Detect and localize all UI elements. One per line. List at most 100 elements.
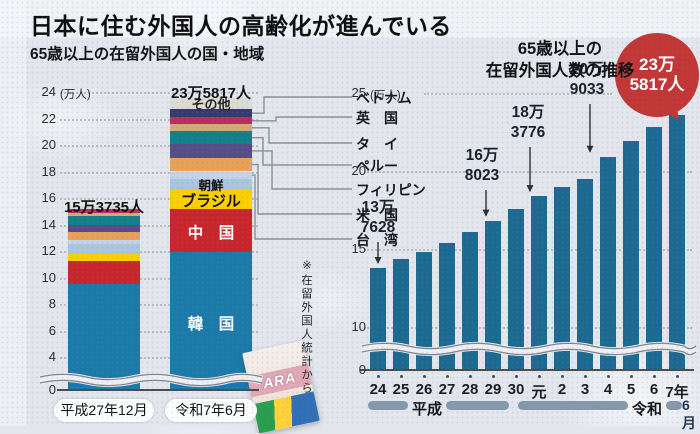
right-y-tick-20: 20 xyxy=(351,162,366,178)
annotation-7-line1: 18万 xyxy=(511,104,545,121)
in-bar-label-朝鮮: 朝鮮 xyxy=(198,179,224,194)
callout-line-タイ xyxy=(252,127,352,144)
in-bar-label-ブラジル: ブラジル xyxy=(181,193,241,211)
axis-break-band xyxy=(361,341,699,357)
right-y-tick-15: 15 xyxy=(351,240,366,256)
left-y-tick-22: 22 xyxy=(41,110,56,126)
left-gridline-24 xyxy=(60,92,258,94)
right-gridline-20 xyxy=(364,170,692,173)
era-label-heisei: 平成 xyxy=(411,401,442,418)
annotation-10-line1: 20万 xyxy=(570,61,604,78)
right-chart-title-line1: 65歳以上の xyxy=(517,40,603,58)
segment-その他-bar2 xyxy=(170,97,252,110)
trend-bar-30 xyxy=(508,208,524,370)
x-tick-dot-4 xyxy=(468,375,472,378)
annotation-arrowhead-0 xyxy=(374,256,382,264)
x-tick-dot-9 xyxy=(583,375,587,378)
segment-英国-bar1 xyxy=(68,208,140,213)
segment-台湾-bar2 xyxy=(170,171,252,179)
trend-bar-25 xyxy=(393,258,409,370)
x-tick-dot-12 xyxy=(652,375,656,378)
annotation-0-line1: 13万 xyxy=(361,199,395,216)
segment-タイ-bar2 xyxy=(170,124,252,132)
left-y-tick-20: 20 xyxy=(41,137,56,152)
x-tick-dot-1 xyxy=(399,375,403,378)
left-gridline-10 xyxy=(60,277,258,280)
left-x-axis xyxy=(57,389,259,391)
right-x-axis xyxy=(360,369,694,371)
segment-中国-bar2 xyxy=(170,208,252,253)
x-tick-dot-2 xyxy=(422,375,426,378)
annotation-arrowhead-7 xyxy=(526,185,534,193)
era-label-reiwa: 令和 xyxy=(631,401,662,418)
right-x-label-29: 29 xyxy=(484,381,502,398)
left-gridline-4 xyxy=(60,357,258,359)
axis-break-band xyxy=(39,372,264,388)
annotation-arrowhead-5 xyxy=(482,209,490,217)
segment-タイ-bar1 xyxy=(68,212,140,216)
segment-台湾-bar1 xyxy=(68,239,140,244)
right-x-label-25: 25 xyxy=(392,381,410,398)
axis-break-line-top xyxy=(39,373,263,381)
source-footnote: ※在留外国人統計から xyxy=(300,258,312,396)
callout-label-英国: 英 国 xyxy=(356,110,398,126)
left-chart-title: 65歳以上の在留外国人の国・地域 xyxy=(30,46,265,63)
right-x-label-3: 3 xyxy=(580,381,590,398)
trend-bar-4 xyxy=(600,156,616,370)
segment-ペルー-bar1 xyxy=(68,215,140,226)
segment-中国-bar1 xyxy=(68,260,140,285)
axis-break-line-bottom xyxy=(361,348,697,356)
era-bar-heisei-left xyxy=(368,401,408,410)
right-y-tick-10: 10 xyxy=(351,318,366,334)
trend-bar-2 xyxy=(554,187,570,370)
month-label: 6月 xyxy=(682,397,696,431)
right-x-label-26: 26 xyxy=(415,381,433,398)
left-gridline-22 xyxy=(60,118,258,121)
x-tick-dot-6 xyxy=(514,375,518,378)
right-chart-title: 65歳以上の 在留外国人数の推移 xyxy=(436,38,684,82)
segment-ベトナム-bar2 xyxy=(170,109,252,118)
left-y-tick-16: 16 xyxy=(41,190,56,205)
right-x-label-30: 30 xyxy=(507,381,525,398)
left-y-tick-14: 14 xyxy=(41,216,56,232)
latest-value-badge: 23万 5817人 xyxy=(615,33,699,117)
annotation-arrowhead-10 xyxy=(586,145,594,153)
segment-米国-bar2 xyxy=(170,157,252,172)
left-y-tick-0: 0 xyxy=(48,382,56,397)
left-gridline-14 xyxy=(60,224,258,227)
right-x-label-7年: 7年 xyxy=(665,384,689,401)
left-gridline-20 xyxy=(60,145,258,147)
left-bar2-category-pill: 令和7年6月 xyxy=(165,399,257,422)
left-y-tick-12: 12 xyxy=(41,243,56,258)
right-x-label-5: 5 xyxy=(626,381,636,398)
callout-line-英国 xyxy=(252,116,352,122)
left-gridline-18 xyxy=(60,171,258,174)
annotation-5-line1: 16万 xyxy=(465,147,499,164)
callout-label-台湾: 台 湾 xyxy=(356,232,398,248)
badge-line1: 23万 xyxy=(639,55,675,74)
trend-bar-28 xyxy=(462,231,478,370)
callout-line-フィリピン xyxy=(252,150,352,190)
annotation-10-line2: 9033 xyxy=(569,81,605,98)
trend-bar-6 xyxy=(646,127,662,370)
x-tick-dot-13 xyxy=(675,375,679,378)
segment-フィリピン-bar2 xyxy=(170,144,252,158)
callout-line-ベトナム xyxy=(252,96,352,114)
left-y-tick-4: 4 xyxy=(48,349,56,364)
left-gridline-12 xyxy=(60,251,258,253)
callout-label-ペルー: ペルー xyxy=(356,158,398,174)
trend-bar-29 xyxy=(485,220,501,370)
annotation-7-line2: 3776 xyxy=(510,124,546,141)
segment-フィリピン-bar1 xyxy=(68,225,140,233)
segment-その他-bar1 xyxy=(68,206,140,209)
segment-朝鮮-bar1 xyxy=(68,243,140,255)
left-y-tick-6: 6 xyxy=(48,322,56,338)
in-bar-label-その他: その他 xyxy=(191,97,231,113)
left-y-tick-24: 24 xyxy=(41,84,56,99)
page-title: 日本に住む外国人の高齢化が進んでいる xyxy=(30,13,452,39)
callout-line-米国 xyxy=(252,163,352,215)
trend-bar-26 xyxy=(416,251,432,370)
segment-ブラジル-bar1 xyxy=(68,254,140,261)
right-x-label-24: 24 xyxy=(369,381,387,398)
era-bar-reiwa-right xyxy=(666,401,682,410)
